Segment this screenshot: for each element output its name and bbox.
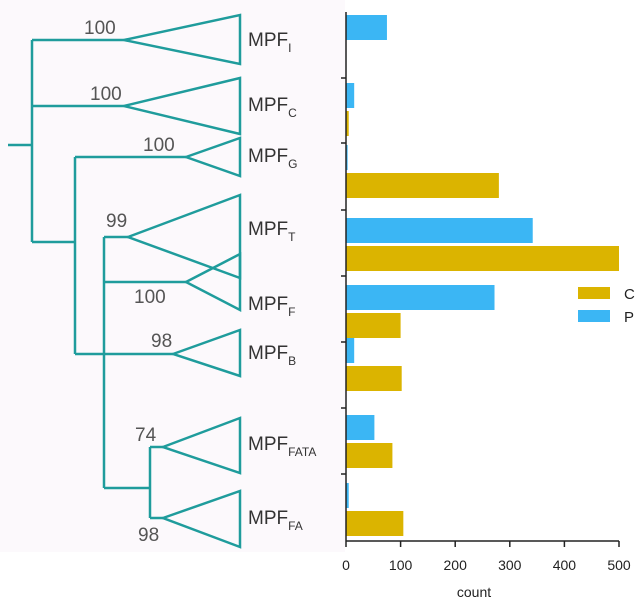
bootstrap-labels: 100 100 100 99 100 98 74 98 (84, 18, 175, 546)
clade-triangle-mpf-b (169, 328, 242, 378)
clade-label-mpf-fa: MPFFA (248, 508, 303, 533)
clade-label-mpf-c: MPFC (248, 95, 297, 120)
x-tick-label-200: 200 (444, 557, 468, 573)
clade-triangle-mpf-fa (159, 489, 242, 549)
x-tick-label-400: 400 (553, 557, 577, 573)
bar-mpf-g-p (346, 145, 348, 170)
clade-label-mpf-g: MPFG (248, 146, 297, 171)
bar-mpf-fa-p (346, 483, 349, 508)
bar-mpf-fata-c (346, 443, 393, 468)
clade-label-mpf-f: MPFF (248, 294, 295, 319)
bootstrap-mpf-t: 99 (106, 211, 127, 232)
bootstrap-mpf-i: 100 (84, 18, 116, 39)
clade-sub-mpf-c: C (288, 106, 297, 120)
bar-chart: 0 100 200 300 400 500 count (341, 12, 631, 599)
bar-mpf-fata-p (346, 415, 375, 440)
clade-label-mpf-fata: MPFFATA (248, 434, 316, 459)
clade-labels: MPFI MPFC MPFG MPFT MPFF MPFB MPFFATA MP… (248, 30, 316, 533)
clade-sub-mpf-fata: FATA (288, 445, 316, 459)
bars-group (346, 15, 619, 536)
bar-mpf-g-c (346, 173, 499, 198)
clade-triangle-mpf-f (183, 251, 242, 313)
bar-mpf-fa-c (346, 511, 404, 536)
clade-triangle-mpf-t (124, 193, 242, 280)
bar-mpf-t-p (346, 218, 533, 243)
x-tick-label-300: 300 (498, 557, 522, 573)
bootstrap-mpf-fata: 74 (135, 425, 157, 446)
bar-mpf-t-c (346, 246, 619, 271)
clade-triangle-mpf-g (182, 136, 242, 178)
x-tick-label-0: 0 (342, 557, 350, 573)
legend-swatch-p (578, 310, 610, 322)
bar-mpf-c-p (346, 83, 355, 108)
clade-sub-mpf-t: T (288, 230, 296, 244)
x-axis-title: count (457, 584, 491, 599)
bootstrap-mpf-f: 100 (134, 287, 166, 308)
bootstrap-mpf-b: 98 (151, 331, 172, 352)
bar-mpf-i-p (346, 15, 387, 40)
ticks-group: 0 100 200 300 400 500 (342, 541, 631, 573)
bar-mpf-f-c (346, 313, 401, 338)
clade-sub-mpf-g: G (288, 157, 297, 171)
clade-sub-mpf-fa: FA (288, 519, 303, 533)
clade-triangle-mpf-i (123, 13, 242, 66)
clade-sub-mpf-b: B (288, 354, 296, 368)
clade-sub-mpf-f: F (288, 305, 295, 319)
x-tick-label-500: 500 (607, 557, 631, 573)
bootstrap-mpf-g: 100 (143, 135, 175, 156)
legend-label-c: C (624, 286, 635, 303)
clade-name-mpf-fa: MPF (248, 508, 288, 529)
legend-label-p: P (624, 309, 634, 326)
bar-mpf-b-p (346, 338, 355, 363)
tree-panel (0, 0, 345, 552)
clade-name-mpf-g: MPF (248, 146, 288, 167)
legend: CP (578, 286, 635, 326)
x-tick-label-100: 100 (389, 557, 413, 573)
legend-swatch-c (578, 287, 610, 299)
clade-name-mpf-f: MPF (248, 294, 288, 315)
bar-mpf-c-c (346, 111, 349, 136)
bootstrap-mpf-c: 100 (90, 84, 122, 105)
clade-sub-mpf-i: I (288, 41, 291, 55)
clade-name-mpf-t: MPF (248, 219, 288, 240)
clade-name-mpf-c: MPF (248, 95, 288, 116)
clade-name-mpf-b: MPF (248, 343, 288, 364)
clade-label-mpf-t: MPFT (248, 219, 296, 244)
bar-mpf-b-c (346, 366, 402, 391)
clade-triangle-mpf-c (123, 76, 242, 136)
clade-label-mpf-b: MPFB (248, 343, 296, 368)
clade-name-mpf-fata: MPF (248, 434, 288, 455)
clade-triangle-mpf-fata (159, 416, 242, 475)
clade-name-mpf-i: MPF (248, 30, 288, 51)
bar-mpf-f-p (346, 285, 495, 310)
clade-label-mpf-i: MPFI (248, 30, 291, 55)
axes-group (341, 12, 619, 542)
phylogenetic-tree (8, 13, 242, 549)
bootstrap-mpf-fa: 98 (138, 525, 159, 546)
